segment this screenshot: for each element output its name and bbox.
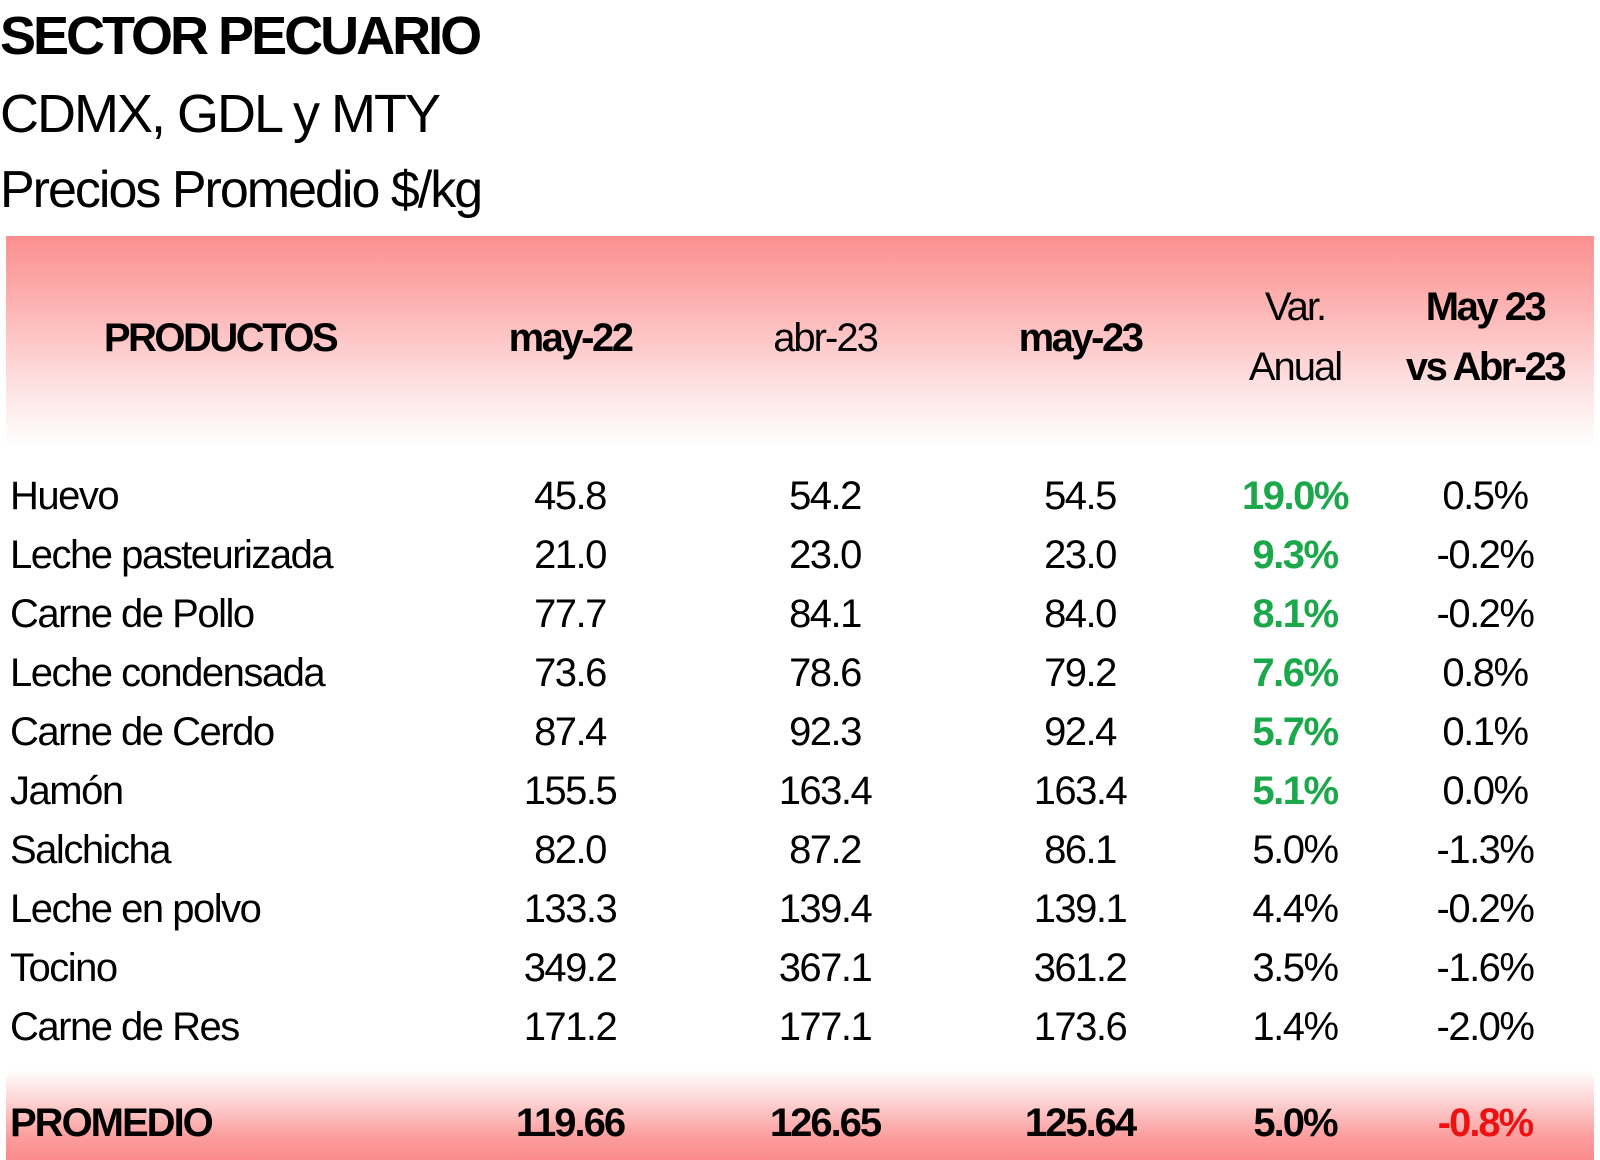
table-row: Carne de Res 171.2 177.1 173.6 1.4% -2.0… xyxy=(0,997,1600,1057)
cell-may22: 171.2 xyxy=(523,1005,618,1049)
table-row: Carne de Pollo 77.7 84.1 84.0 8.1% -0.2% xyxy=(0,584,1600,644)
cell-abr23: 78.6 xyxy=(789,651,862,695)
table-row: Leche condensada 73.6 78.6 79.2 7.6% 0.8… xyxy=(0,643,1600,703)
total-label: PROMEDIO xyxy=(10,1101,214,1145)
cell-may22: 133.3 xyxy=(523,887,618,931)
total-row: PROMEDIO 119.66 126.65 125.64 5.0% -0.8% xyxy=(0,1093,1600,1153)
cell-may23: 139.1 xyxy=(1033,887,1128,931)
cell-abr23: 367.1 xyxy=(778,946,873,990)
cell-product: Carne de Pollo xyxy=(10,592,255,636)
total-vs-abr23: -0.8% xyxy=(1437,1101,1535,1145)
cell-vs-abr23: 0.1% xyxy=(1442,710,1529,754)
page-subtitle: CDMX, GDL y MTY xyxy=(0,84,441,144)
cell-abr23: 23.0 xyxy=(789,533,862,577)
cell-may23: 79.2 xyxy=(1044,651,1117,695)
cell-product: Jamón xyxy=(10,769,124,813)
cell-abr23: 84.1 xyxy=(789,592,862,636)
page-title: SECTOR PECUARIO xyxy=(0,6,482,66)
header-background-band xyxy=(6,236,1594,446)
cell-vs-abr23: -0.2% xyxy=(1436,592,1536,636)
cell-abr23: 87.2 xyxy=(789,828,862,872)
header-may23: may-23 xyxy=(1018,316,1144,360)
table-row: Salchicha 82.0 87.2 86.1 5.0% -1.3% xyxy=(0,820,1600,880)
cell-abr23: 163.4 xyxy=(778,769,873,813)
footer-background-band xyxy=(6,1070,1594,1160)
cell-may22: 155.5 xyxy=(523,769,618,813)
cell-may22: 73.6 xyxy=(534,651,607,695)
cell-var-anual: 5.7% xyxy=(1252,710,1339,754)
total-abr23: 126.65 xyxy=(769,1101,882,1145)
cell-vs-abr23: -1.6% xyxy=(1436,946,1536,990)
cell-var-anual: 1.4% xyxy=(1252,1005,1339,1049)
cell-var-anual: 5.1% xyxy=(1252,769,1339,813)
cell-may22: 45.8 xyxy=(534,474,607,518)
cell-may22: 82.0 xyxy=(534,828,607,872)
cell-abr23: 92.3 xyxy=(789,710,862,754)
cell-may22: 21.0 xyxy=(534,533,607,577)
cell-may23: 86.1 xyxy=(1044,828,1117,872)
cell-vs-abr23: -0.2% xyxy=(1436,887,1536,931)
table-row: Leche en polvo 133.3 139.4 139.1 4.4% -0… xyxy=(0,879,1600,939)
cell-may22: 77.7 xyxy=(534,592,607,636)
cell-vs-abr23: 0.8% xyxy=(1442,651,1529,695)
cell-vs-abr23: -1.3% xyxy=(1436,828,1536,872)
cell-var-anual: 3.5% xyxy=(1252,946,1339,990)
cell-vs-abr23: 0.5% xyxy=(1442,474,1529,518)
header-productos: PRODUCTOS xyxy=(103,316,339,360)
cell-var-anual: 8.1% xyxy=(1252,592,1339,636)
cell-var-anual: 9.3% xyxy=(1252,533,1339,577)
cell-may22: 87.4 xyxy=(534,710,607,754)
cell-vs-abr23: 0.0% xyxy=(1442,769,1529,813)
total-may23: 125.64 xyxy=(1024,1101,1137,1145)
cell-abr23: 177.1 xyxy=(778,1005,873,1049)
cell-var-anual: 19.0% xyxy=(1242,474,1349,518)
header-abr23: abr-23 xyxy=(773,316,879,360)
cell-product: Huevo xyxy=(10,474,120,518)
cell-may23: 92.4 xyxy=(1044,710,1117,754)
header-var-line1: Var. xyxy=(1264,285,1327,329)
cell-abr23: 139.4 xyxy=(778,887,873,931)
table-row: Huevo 45.8 54.2 54.5 19.0% 0.5% xyxy=(0,466,1600,526)
cell-product: Leche pasteurizada xyxy=(10,533,334,577)
cell-product: Carne de Res xyxy=(10,1005,240,1049)
header-may22: may-22 xyxy=(508,316,634,360)
cell-may22: 349.2 xyxy=(523,946,618,990)
cell-product: Salchicha xyxy=(10,828,171,872)
table-row: Leche pasteurizada 21.0 23.0 23.0 9.3% -… xyxy=(0,525,1600,585)
header-vs-line2: vs Abr-23 xyxy=(1405,345,1567,389)
cell-product: Leche condensada xyxy=(10,651,326,695)
header-var-line2: Anual xyxy=(1248,345,1343,389)
cell-vs-abr23: -0.2% xyxy=(1436,533,1536,577)
cell-may23: 84.0 xyxy=(1044,592,1117,636)
table-row: Tocino 349.2 367.1 361.2 3.5% -1.6% xyxy=(0,938,1600,998)
cell-var-anual: 5.0% xyxy=(1252,828,1339,872)
cell-abr23: 54.2 xyxy=(789,474,862,518)
cell-may23: 163.4 xyxy=(1033,769,1128,813)
cell-product: Tocino xyxy=(10,946,118,990)
cell-may23: 23.0 xyxy=(1044,533,1117,577)
cell-product: Leche en polvo xyxy=(10,887,262,931)
cell-may23: 54.5 xyxy=(1044,474,1117,518)
total-may22: 119.66 xyxy=(515,1101,626,1145)
cell-var-anual: 7.6% xyxy=(1252,651,1339,695)
total-var-anual: 5.0% xyxy=(1253,1101,1338,1145)
table-row: Carne de Cerdo 87.4 92.3 92.4 5.7% 0.1% xyxy=(0,702,1600,762)
table-row: Jamón 155.5 163.4 163.4 5.1% 0.0% xyxy=(0,761,1600,821)
header-vs-line1: May 23 xyxy=(1425,285,1547,329)
cell-product: Carne de Cerdo xyxy=(10,710,275,754)
cell-may23: 361.2 xyxy=(1033,946,1128,990)
cell-may23: 173.6 xyxy=(1033,1005,1128,1049)
cell-var-anual: 4.4% xyxy=(1252,887,1339,931)
cell-vs-abr23: -2.0% xyxy=(1436,1005,1536,1049)
page-subtitle-units: Precios Promedio $/kg xyxy=(0,161,483,219)
